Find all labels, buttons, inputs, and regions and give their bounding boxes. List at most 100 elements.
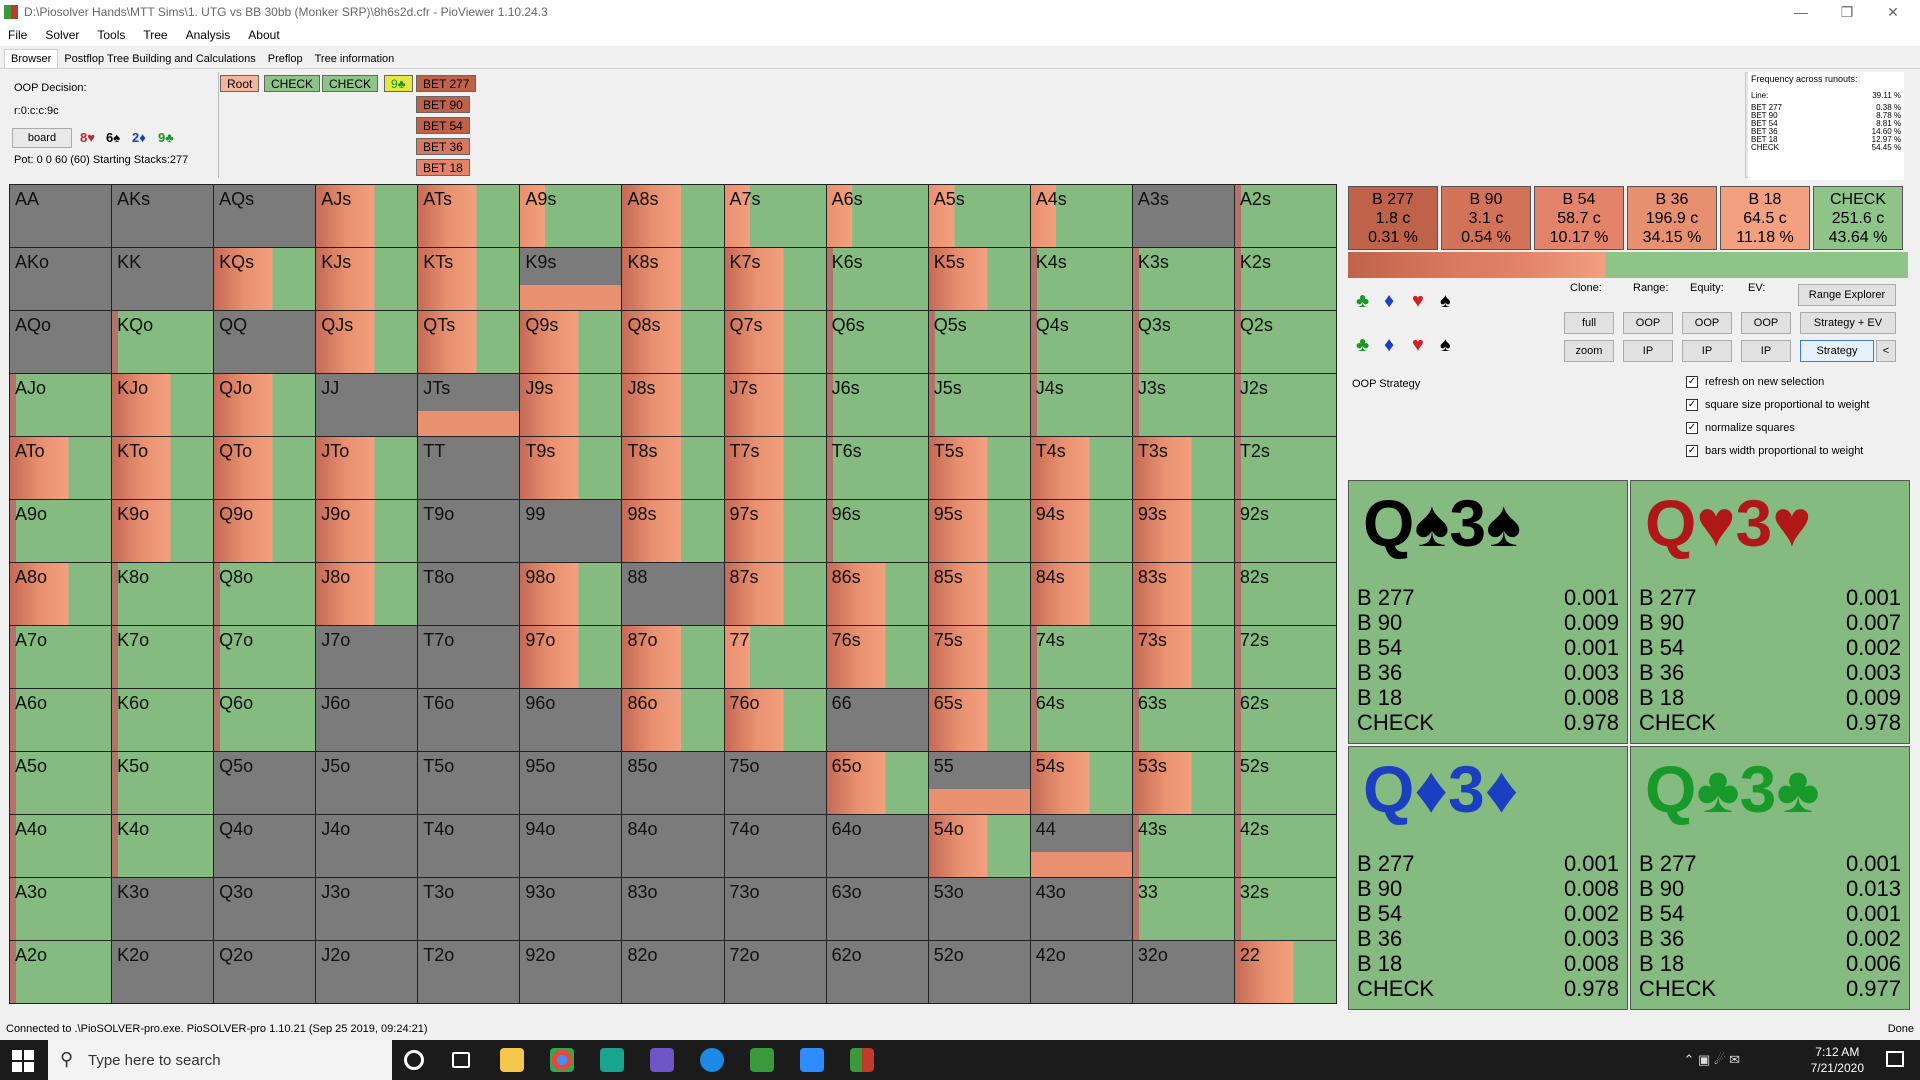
grid-cell[interactable]: K6s: [826, 248, 928, 310]
grid-cell[interactable]: 97s: [724, 500, 826, 562]
tray-icons[interactable]: ⌃ ▣ ☄ ✉: [1683, 1052, 1740, 1067]
board-button[interactable]: board: [12, 128, 72, 148]
grid-cell[interactable]: Q9s: [520, 311, 622, 373]
grid-cell[interactable]: 53o: [928, 878, 1030, 940]
tree-bet-button[interactable]: BET 277: [416, 75, 477, 92]
grid-cell[interactable]: T7s: [724, 437, 826, 499]
grid-cell[interactable]: J6o: [316, 689, 418, 751]
grid-cell[interactable]: 94s: [1030, 500, 1132, 562]
gear-app-icon[interactable]: [750, 1048, 774, 1072]
grid-cell[interactable]: JJ: [316, 374, 418, 436]
grid-cell[interactable]: 99: [520, 500, 622, 562]
grid-cell[interactable]: A2s: [1234, 185, 1336, 247]
grid-cell[interactable]: KJo: [112, 374, 214, 436]
app-icon[interactable]: [600, 1048, 624, 1072]
diamond-icon[interactable]: ♦: [1384, 290, 1395, 312]
grid-cell[interactable]: T8o: [418, 563, 520, 625]
grid-cell[interactable]: KK: [112, 248, 214, 310]
grid-cell[interactable]: J8o: [316, 563, 418, 625]
range-oop-button[interactable]: OOP: [1623, 312, 1673, 334]
grid-cell[interactable]: A4o: [10, 815, 112, 877]
grid-cell[interactable]: T5s: [928, 437, 1030, 499]
grid-cell[interactable]: Q6o: [214, 689, 316, 751]
taskbar-search[interactable]: ⚲ Type here to search: [48, 1040, 392, 1080]
grid-cell[interactable]: T6s: [826, 437, 928, 499]
grid-cell[interactable]: J4o: [316, 815, 418, 877]
grid-cell[interactable]: 65s: [928, 689, 1030, 751]
grid-cell[interactable]: K4o: [112, 815, 214, 877]
grid-cell[interactable]: 72s: [1234, 626, 1336, 688]
grid-cell[interactable]: 43o: [1030, 878, 1132, 940]
tab-browser[interactable]: Browser: [4, 49, 59, 68]
tree-bet-button[interactable]: BET 18: [416, 159, 470, 176]
grid-cell[interactable]: T9s: [520, 437, 622, 499]
grid-cell[interactable]: 84s: [1030, 563, 1132, 625]
grid-cell[interactable]: A6o: [10, 689, 112, 751]
minimize-icon[interactable]: —: [1794, 4, 1808, 20]
grid-cell[interactable]: A9o: [10, 500, 112, 562]
grid-cell[interactable]: A4s: [1030, 185, 1132, 247]
strategy-ev-button[interactable]: Strategy + EV: [1800, 312, 1896, 334]
ev-oop-button[interactable]: OOP: [1741, 312, 1791, 334]
grid-cell[interactable]: J2o: [316, 941, 418, 1003]
grid-cell[interactable]: QTo: [214, 437, 316, 499]
action-summary-box[interactable]: B 36 196.9 c 34.15 %: [1627, 186, 1717, 250]
grid-cell[interactable]: AKo: [10, 248, 112, 310]
grid-cell[interactable]: Q2s: [1234, 311, 1336, 373]
refresh-checkbox[interactable]: ✓ refresh on new selection: [1686, 376, 1824, 388]
grid-cell[interactable]: 86s: [826, 563, 928, 625]
grid-cell[interactable]: K2o: [112, 941, 214, 1003]
grid-cell[interactable]: T2o: [418, 941, 520, 1003]
grid-cell[interactable]: 53s: [1132, 752, 1234, 814]
grid-cell[interactable]: 75o: [724, 752, 826, 814]
menu-analysis[interactable]: Analysis: [185, 28, 231, 42]
grid-cell[interactable]: Q2o: [214, 941, 316, 1003]
grid-cell[interactable]: 97o: [520, 626, 622, 688]
close-icon[interactable]: ✕: [1887, 3, 1899, 20]
grid-cell[interactable]: AJs: [316, 185, 418, 247]
grid-cell[interactable]: 74o: [724, 815, 826, 877]
grid-cell[interactable]: 22: [1234, 941, 1336, 1003]
grid-cell[interactable]: 98s: [622, 500, 724, 562]
grid-cell[interactable]: Q7s: [724, 311, 826, 373]
grid-cell[interactable]: T2s: [1234, 437, 1336, 499]
grid-cell[interactable]: 75s: [928, 626, 1030, 688]
grid-cell[interactable]: K9o: [112, 500, 214, 562]
grid-cell[interactable]: 62s: [1234, 689, 1336, 751]
grid-cell[interactable]: TT: [418, 437, 520, 499]
menu-about[interactable]: About: [248, 28, 280, 42]
grid-cell[interactable]: 77: [724, 626, 826, 688]
grid-cell[interactable]: Q3s: [1132, 311, 1234, 373]
grid-cell[interactable]: J4s: [1030, 374, 1132, 436]
grid-cell[interactable]: A7s: [724, 185, 826, 247]
tab-tree-info[interactable]: Tree information: [314, 53, 395, 65]
grid-cell[interactable]: QTs: [418, 311, 520, 373]
grid-cell[interactable]: K8s: [622, 248, 724, 310]
grid-cell[interactable]: AA: [10, 185, 112, 247]
normalize-checkbox[interactable]: ✓ normalize squares: [1686, 422, 1795, 434]
grid-cell[interactable]: T3o: [418, 878, 520, 940]
grid-cell[interactable]: T6o: [418, 689, 520, 751]
grid-cell[interactable]: 87s: [724, 563, 826, 625]
menu-solver[interactable]: Solver: [45, 28, 80, 42]
restore-icon[interactable]: ❐: [1840, 3, 1854, 20]
grid-cell[interactable]: A8s: [622, 185, 724, 247]
grid-cell[interactable]: QJs: [316, 311, 418, 373]
grid-cell[interactable]: Q4o: [214, 815, 316, 877]
menu-file[interactable]: File: [8, 28, 28, 42]
grid-cell[interactable]: Q7o: [214, 626, 316, 688]
grid-cell[interactable]: KQo: [112, 311, 214, 373]
grid-cell[interactable]: 85s: [928, 563, 1030, 625]
grid-cell[interactable]: T4s: [1030, 437, 1132, 499]
grid-cell[interactable]: K3s: [1132, 248, 1234, 310]
grid-cell[interactable]: K4s: [1030, 248, 1132, 310]
grid-cell[interactable]: AJo: [10, 374, 112, 436]
tree-bet-button[interactable]: BET 90: [416, 96, 470, 113]
grid-cell[interactable]: KJs: [316, 248, 418, 310]
tab-preflop[interactable]: Preflop: [267, 53, 303, 65]
grid-cell[interactable]: ATo: [10, 437, 112, 499]
collapse-button[interactable]: <: [1876, 340, 1896, 362]
grid-cell[interactable]: A8o: [10, 563, 112, 625]
tab-postflop[interactable]: Postflop Tree Building and Calculations: [64, 53, 256, 65]
grid-cell[interactable]: Q4s: [1030, 311, 1132, 373]
